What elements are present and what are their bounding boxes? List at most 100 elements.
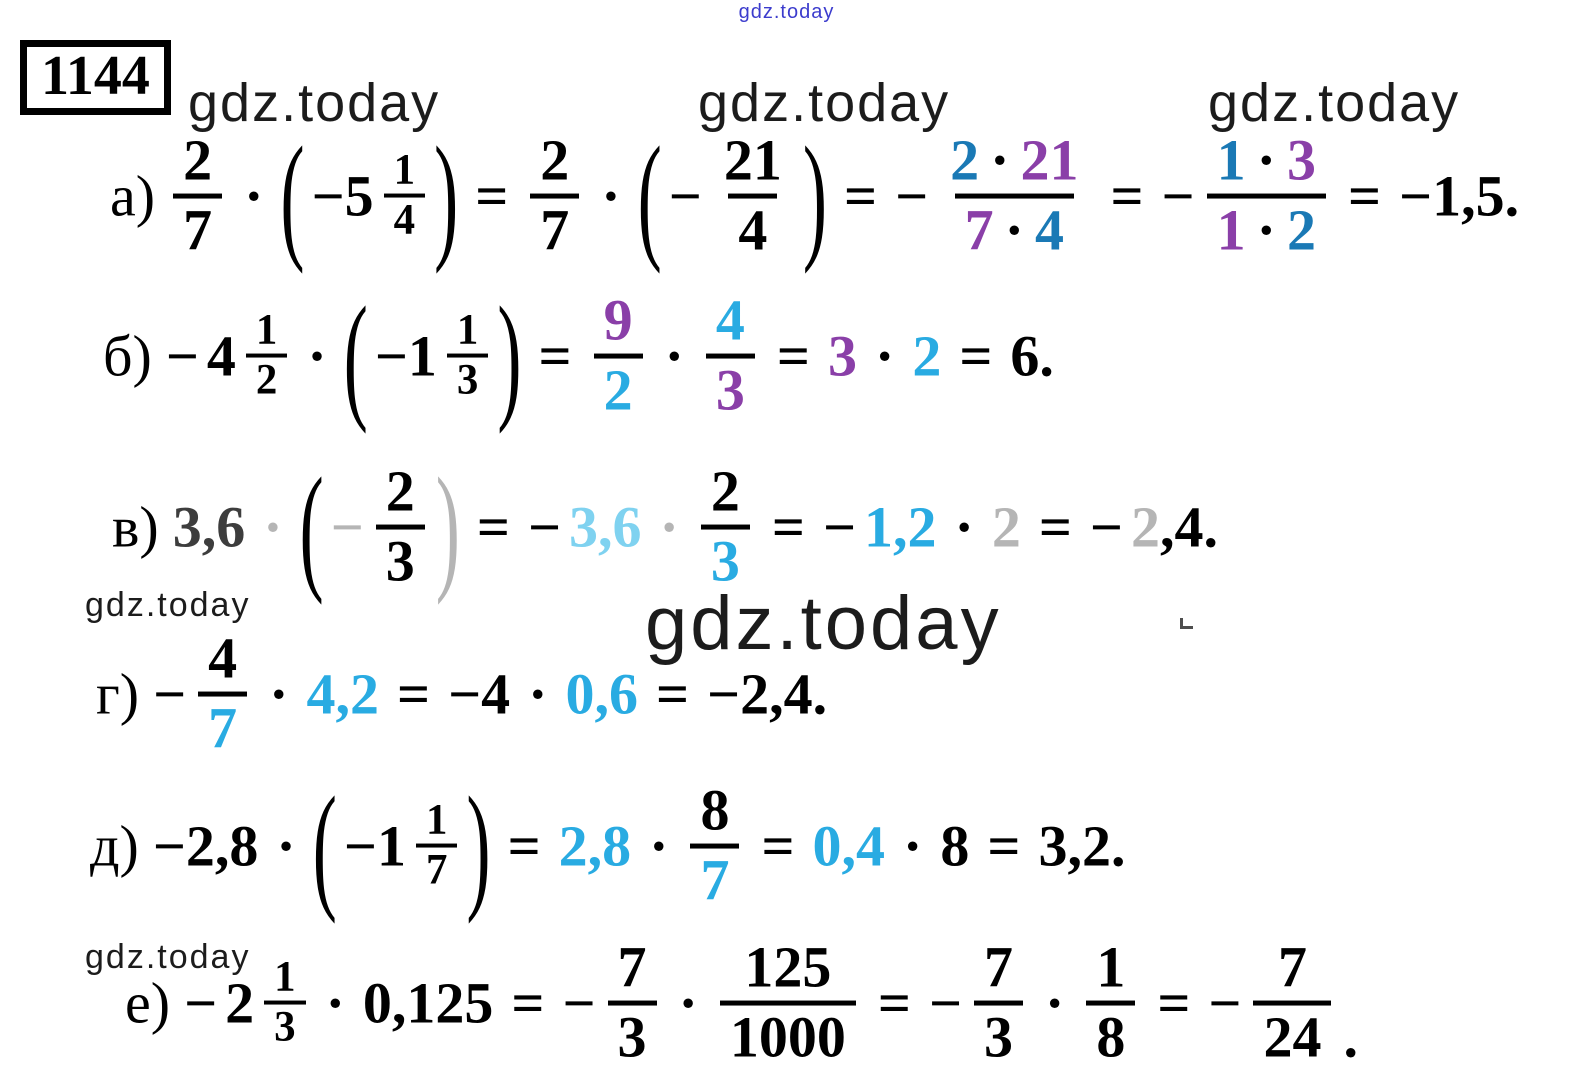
fraction: 1 2 [245, 307, 288, 405]
denominator: 24 [1253, 1000, 1332, 1071]
result-value: 2 [1130, 494, 1160, 560]
row-d-label: д) [90, 813, 139, 879]
watermark-mid-left: gdz.today [85, 586, 251, 624]
minus-sign: − [562, 970, 596, 1036]
fraction: 2 3 [700, 458, 750, 595]
decimal-value: 2,8 [558, 813, 632, 879]
fraction: 4 7 [198, 625, 248, 762]
denominator: 4 [728, 193, 778, 264]
denominator: 8 [1086, 1000, 1136, 1071]
minus-sign: − [184, 970, 218, 1036]
factor: 2 [912, 323, 942, 389]
fraction: 1 7 [415, 796, 458, 895]
paren-close: ) [802, 116, 828, 275]
numerator: 1 [393, 146, 416, 194]
minus-sign: − [1208, 970, 1242, 1036]
product-fraction: 1 · 3 1 · 2 [1206, 127, 1326, 264]
factor: 1 [1216, 197, 1246, 263]
fraction: 1 3 [264, 954, 306, 1052]
factor: 3 [1286, 127, 1316, 193]
paren-open: ( [299, 447, 324, 606]
multiply-dot: · [659, 494, 679, 560]
equals-sign: = [511, 970, 545, 1036]
fraction: 1 4 [383, 146, 426, 245]
fraction: 9 2 [593, 287, 643, 424]
denominator: 3 [705, 353, 755, 424]
solution-row-d: д) −2,8 · ( −1 1 7 ) = 2,8 · 8 7 = 0,4 ·… [90, 766, 1129, 925]
paren-open: ( [312, 766, 337, 925]
paren-close: ) [434, 116, 459, 275]
factor: 7 [964, 197, 994, 263]
paren-close: ) [466, 766, 491, 925]
multiply-dot: · [528, 661, 548, 727]
mixed-integer: −1 [374, 323, 437, 389]
equals-sign: = [761, 813, 795, 879]
paren-open: ( [280, 116, 305, 275]
decimal-value: −2,8 [152, 813, 259, 879]
multiply-dot: · [678, 970, 698, 1036]
numerator: 2 [710, 458, 740, 524]
numerator: 2 [540, 127, 570, 193]
minus-sign: − [1161, 163, 1195, 229]
result-value: 3,2. [1038, 813, 1126, 879]
solution-row-e: е) − 2 1 3 · 0,125 = − 7 3 · 125 1000 = … [125, 934, 1362, 1071]
paren-close: ) [497, 276, 522, 435]
result-value: −1,5. [1399, 163, 1520, 229]
denominator: 2 [245, 354, 288, 404]
decimal-value: 3,6 [569, 494, 642, 560]
minus-sign: − [668, 163, 702, 229]
fraction: 21 4 [714, 128, 792, 264]
denominator: 3 [607, 1000, 657, 1071]
denominator: 3 [700, 524, 750, 595]
numerator: 1 [425, 796, 448, 844]
mixed-integer: −1 [343, 813, 406, 879]
denominator: 3 [974, 1000, 1024, 1071]
watermark-row1-center: gdz.today [698, 73, 951, 133]
numerator: 9 [603, 287, 633, 353]
watermark-bottom-left: gdz.today [85, 938, 251, 976]
equals-sign: = [877, 970, 911, 1036]
factor: 2 [950, 127, 980, 193]
numerator: 125 [744, 934, 832, 1000]
mixed-integer: 4 [206, 323, 236, 389]
paren-close: ) [435, 447, 460, 606]
decimal-value: 0,125 [362, 970, 494, 1036]
decimal-value: 1,2 [864, 494, 937, 560]
multiply-dot: · [990, 127, 1010, 193]
numerator: 2 [385, 458, 415, 524]
equals-sign: = [776, 323, 810, 389]
period: . [1343, 1004, 1358, 1070]
numerator: 1 [1096, 934, 1126, 1000]
equals-sign: = [507, 813, 541, 879]
minus-sign: − [822, 494, 857, 560]
mixed-integer: 2 [225, 970, 255, 1036]
fraction: 7 24 [1253, 935, 1332, 1071]
numerator: 1 [456, 306, 479, 354]
minus-sign: − [153, 661, 187, 727]
denominator: 7 [173, 193, 223, 264]
factor: 2 [991, 494, 1021, 560]
multiply-dot: · [276, 813, 296, 879]
watermark-row1-left: gdz.today [188, 73, 441, 133]
multiply-dot: · [954, 494, 974, 560]
factor: 21 [1020, 127, 1079, 193]
numerator: 2 [183, 127, 213, 193]
minus-sign: − [895, 163, 929, 229]
denominator: 3 [446, 354, 489, 404]
multiply-dot: · [649, 813, 669, 879]
minus-sign: − [928, 970, 963, 1036]
minus-sign: − [527, 494, 562, 560]
numerator: 4 [208, 625, 238, 691]
equals-sign: = [1038, 494, 1072, 560]
watermark-row1-right: gdz.today [1208, 73, 1461, 133]
factor: 8 [940, 813, 970, 879]
factor: 1 [1216, 127, 1246, 193]
solution-row-v: в) 3,6 · ( − 2 3 ) = − 3,6 · 2 3 = − 1,2… [112, 447, 1222, 606]
equals-sign: = [771, 494, 805, 560]
denominator: 7 [690, 843, 740, 914]
fraction: 2 3 [375, 458, 425, 595]
result-value: 6. [1010, 323, 1054, 389]
fraction: 2 7 [530, 127, 580, 264]
row-e-label: е) [125, 970, 171, 1036]
multiply-dot: · [601, 163, 621, 229]
